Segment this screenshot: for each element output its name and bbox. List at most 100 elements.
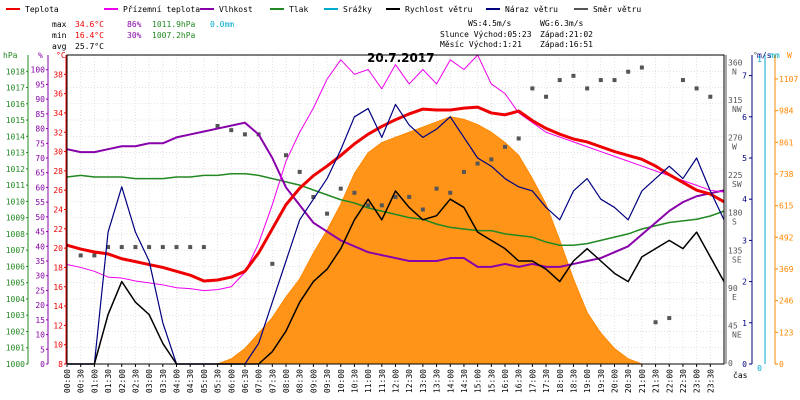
percent-axis-tick-label: 90	[35, 95, 45, 104]
degrees-tick-label: 360	[728, 58, 743, 67]
hpa-axis-tick-label: 1016	[6, 100, 25, 109]
compass-label: E	[732, 293, 737, 302]
percent-axis-tick-label: 95	[35, 80, 45, 89]
watt-tick-label: 738	[779, 170, 794, 179]
celsius-axis-tick-label: 38	[53, 70, 63, 79]
x-tick-label: 05:30	[214, 369, 223, 393]
wind-direction-point	[366, 203, 371, 208]
percent-axis-tick-label: 100	[31, 66, 46, 75]
x-tick-label: 15:00	[474, 369, 483, 393]
wind-direction-point	[188, 245, 193, 250]
x-tick-label: 06:30	[241, 369, 250, 393]
x-tick-label: 10:00	[337, 369, 346, 393]
legend-label: Teplota	[25, 5, 59, 14]
percent-axis-tick-label: 80	[35, 125, 45, 134]
wind-direction-point	[133, 245, 138, 250]
ms-tick-label: 4	[742, 195, 747, 204]
legend-item-humidity[interactable]: Vlhkost	[200, 5, 253, 14]
x-tick-label: 00:00	[63, 369, 72, 393]
x-tick-label: 07:30	[268, 369, 277, 393]
axes: 00:00 00:30 01:00 01:30 02:00 02:30 03:00 03:30…	[6, 54, 798, 393]
legend: Teplota Přízemní teplota Vlhkost Tlak Sr…	[6, 5, 641, 14]
ms-tick-label: 3	[742, 236, 747, 245]
hpa-axis-tick-label: 1005	[6, 279, 25, 288]
hpa-axis-tick-label: 1011	[6, 181, 25, 190]
x-tick-label: 13:30	[433, 369, 442, 393]
wind-direction-point	[448, 190, 453, 195]
legend-item-dew-point[interactable]: Přízemní teplota	[104, 5, 200, 14]
degrees-tick-label: 225	[728, 171, 743, 180]
compass-label: W	[732, 143, 737, 152]
percent-axis-tick-label: 55	[35, 198, 45, 207]
x-tick-label: 22:30	[679, 369, 688, 393]
wind-direction-point	[270, 261, 275, 266]
celsius-axis-tick-label: 16	[53, 283, 63, 292]
wind-direction-point	[92, 253, 97, 258]
degrees-tick-label: 90	[728, 284, 738, 293]
x-tick-label: 14:00	[446, 369, 455, 393]
ms-tick-label: 0	[742, 360, 747, 369]
stats-min-temp: 16.4°C	[75, 31, 104, 40]
x-tick-label: 14:30	[460, 369, 469, 393]
celsius-axis-tick-label: 8	[58, 360, 63, 369]
hpa-axis-tick-label: 1006	[6, 262, 25, 271]
sunrise-info: Slunce Východ:05:23	[440, 30, 532, 39]
axis-label-celsius: °C	[56, 51, 66, 60]
legend-item-wind-dir[interactable]: Směr větru	[574, 5, 641, 14]
ms-tick-label: 1	[742, 319, 747, 328]
moonset-info: Západ:16:51	[540, 40, 593, 49]
x-tick-label: 15:30	[487, 369, 496, 393]
celsius-axis-tick-label: 22	[53, 225, 63, 234]
x-tick-label: 01:00	[90, 369, 99, 393]
x-tick-label: 20:30	[624, 369, 633, 393]
x-tick-label: 08:30	[296, 369, 305, 393]
stats-avg-label: avg	[52, 42, 67, 51]
hpa-axis-tick-label: 1018	[6, 67, 25, 76]
wind-direction-point	[475, 161, 480, 166]
wind-direction-point	[434, 186, 439, 191]
watt-tick-label: 861	[779, 138, 794, 147]
wind-direction-point	[201, 245, 206, 250]
wind-direction-point	[557, 78, 562, 83]
x-tick-label: 11:00	[364, 369, 373, 393]
legend-item-wind-speed[interactable]: Rychlost větru	[386, 5, 473, 14]
axis-label-percent: %	[38, 51, 43, 60]
degrees-tick-label: 180	[728, 209, 743, 218]
percent-axis-tick-label: 40	[35, 242, 45, 251]
legend-label: Rychlost větru	[405, 5, 473, 14]
wind-direction-point	[694, 86, 699, 91]
x-tick-label: 22:00	[665, 369, 674, 393]
x-tick-label: 00:30	[77, 369, 86, 393]
wind-direction-point	[119, 245, 124, 250]
ground-temp-line	[66, 54, 725, 292]
stats-max-hum: 86%	[127, 20, 142, 29]
legend-item-temperature[interactable]: Teplota	[6, 5, 59, 14]
x-tick-label: 13:00	[419, 369, 428, 393]
x-tick-label: 09:30	[323, 369, 332, 393]
wind-direction-point	[612, 78, 617, 83]
x-tick-label: 05:00	[200, 369, 209, 393]
temperature-line	[66, 105, 725, 283]
wind-direction-point	[530, 86, 535, 91]
hpa-axis-tick-label: 1014	[6, 132, 25, 141]
x-tick-label: 18:00	[556, 369, 565, 393]
legend-item-pressure[interactable]: Tlak	[270, 5, 308, 14]
legend-item-wind-gust[interactable]: Náraz větru	[486, 5, 558, 14]
hpa-axis-tick-label: 1007	[6, 246, 25, 255]
celsius-axis-tick-label: 14	[53, 302, 63, 311]
hpa-axis-tick-label: 1015	[6, 116, 25, 125]
x-tick-label: 02:30	[131, 369, 140, 393]
wind-direction-point	[653, 320, 658, 325]
watt-tick-label: 369	[779, 265, 794, 274]
legend-item-precip[interactable]: Srážky	[324, 5, 372, 14]
stats-max-label: max	[52, 20, 67, 29]
hpa-axis-tick-label: 1009	[6, 214, 25, 223]
wind-direction-point	[379, 203, 384, 208]
compass-label: SW	[732, 180, 742, 189]
hpa-axis-tick-label: 1017	[6, 84, 25, 93]
percent-axis-tick-label: 20	[35, 301, 45, 310]
celsius-axis-tick-label: 24	[53, 206, 63, 215]
x-tick-label: 01:30	[104, 369, 113, 393]
wind-direction-point	[626, 69, 631, 74]
